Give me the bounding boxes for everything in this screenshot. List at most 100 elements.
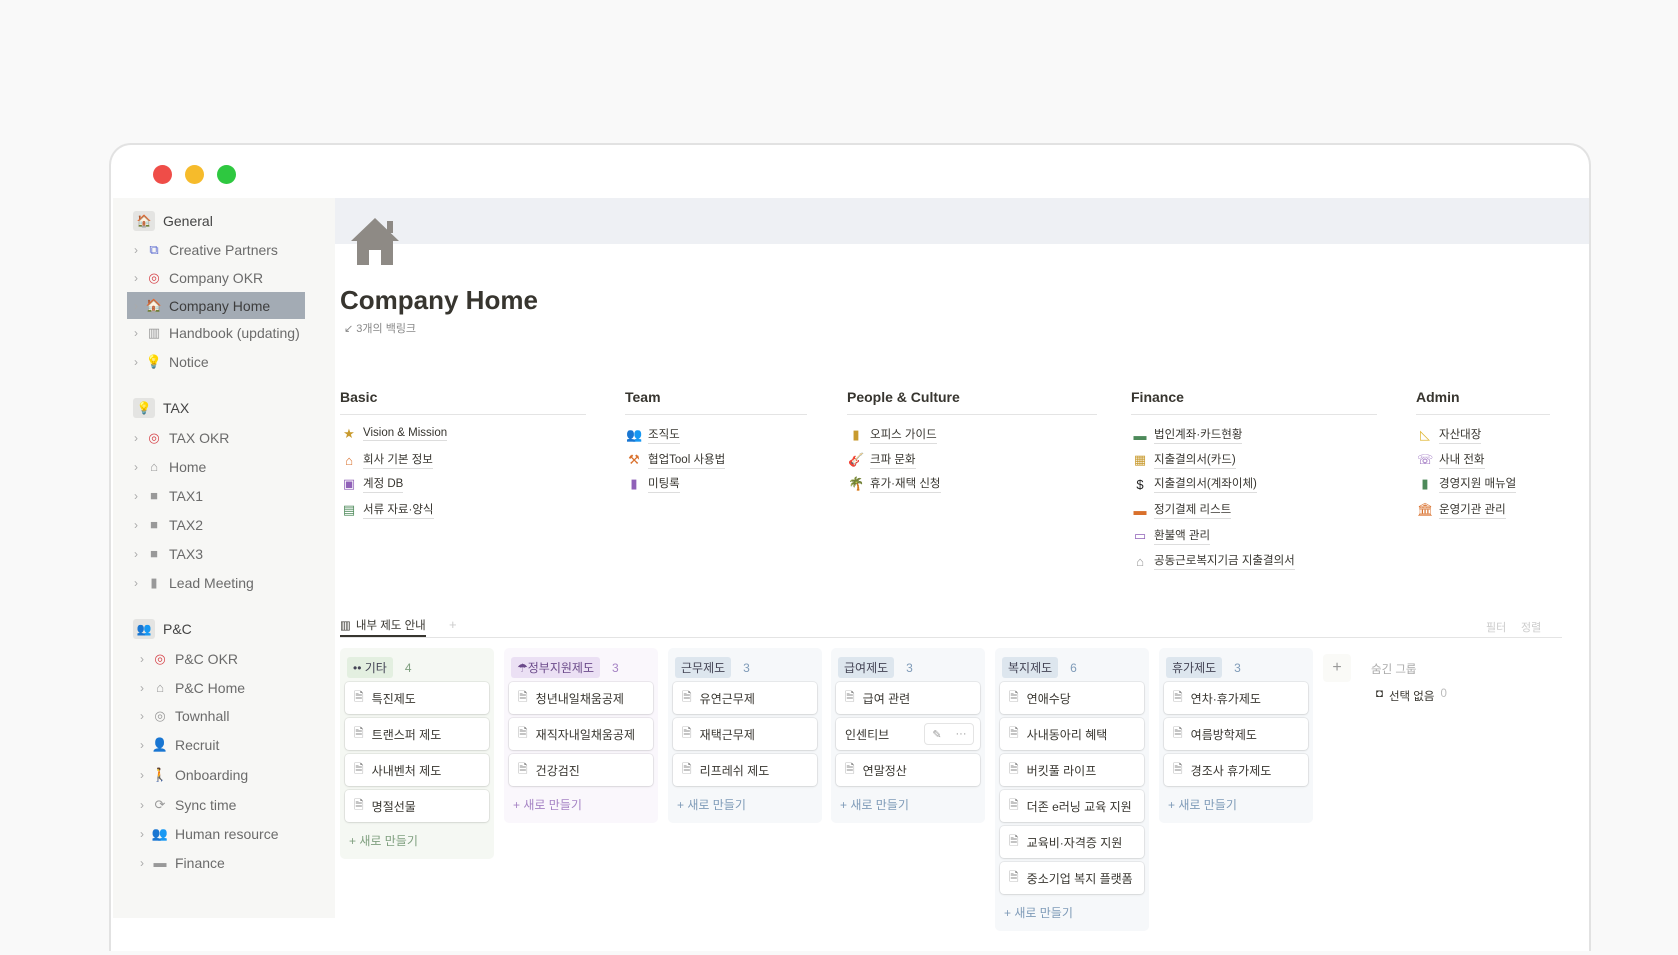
board-card[interactable]: 🗎 더존 e러닝 교육 지원	[1000, 790, 1144, 822]
board-card[interactable]: 🗎 재직자내일채움공제	[509, 718, 653, 750]
sidebar-item-tax3[interactable]: › ■ TAX3	[127, 540, 203, 567]
board-card[interactable]: 🗎 건강검진	[509, 754, 653, 786]
board-card[interactable]: 🗎 연말정산	[836, 754, 980, 786]
add-view-icon[interactable]: +	[449, 617, 457, 632]
chevron-right-icon[interactable]: ›	[140, 855, 144, 870]
chevron-right-icon[interactable]: ›	[134, 298, 138, 313]
board-card[interactable]: 🗎 경조사 휴가제도	[1164, 754, 1308, 786]
page-link[interactable]: ⚒ 협업Tool 사용법	[626, 451, 726, 469]
board-card[interactable]: 인센티브 ✎ ···	[836, 718, 980, 750]
board-card[interactable]: 🗎 버킷풀 라이프	[1000, 754, 1144, 786]
board-card[interactable]: 🗎 트랜스퍼 제도	[345, 718, 489, 750]
page-link[interactable]: ▬ 정기결제 리스트	[1132, 501, 1232, 519]
page-link[interactable]: ★ Vision & Mission	[341, 426, 448, 442]
sidebar-section-tax[interactable]: 💡 TAX	[133, 394, 189, 421]
board-card[interactable]: 🗎 여름방학제도	[1164, 718, 1308, 750]
add-group-button[interactable]: +	[1323, 654, 1351, 682]
close-window-button[interactable]	[153, 165, 172, 184]
page-link[interactable]: ▦ 지출결의서(카드)	[1132, 451, 1236, 469]
group-tag[interactable]: 휴가제도	[1166, 657, 1223, 678]
new-card-button[interactable]: + 새로 만들기	[1168, 798, 1237, 812]
chevron-right-icon[interactable]: ›	[134, 517, 138, 532]
chevron-right-icon[interactable]: ›	[134, 546, 138, 561]
chevron-right-icon[interactable]: ›	[140, 651, 144, 666]
page-link[interactable]: ▤ 서류 자료·양식	[341, 501, 434, 519]
page-link[interactable]: 🏛 운영기관 관리	[1417, 501, 1506, 519]
page-link[interactable]: ▣ 계정 DB	[341, 475, 404, 493]
page-link[interactable]: ◺ 자산대장	[1417, 426, 1482, 444]
board-card[interactable]: 🗎 급여 관련	[836, 682, 980, 714]
board-card[interactable]: 🗎 명절선물	[345, 790, 489, 822]
chevron-right-icon[interactable]: ›	[134, 575, 138, 590]
board-card[interactable]: 🗎 특진제도	[345, 682, 489, 714]
page-link[interactable]: ▮ 미팅록	[626, 475, 680, 493]
sidebar-section-general[interactable]: 🏠 General	[133, 207, 213, 234]
new-card-button[interactable]: + 새로 만들기	[513, 798, 582, 812]
sidebar-item-p-c-okr[interactable]: › ◎ P&C OKR	[133, 645, 238, 672]
sidebar-item-human-resource[interactable]: › 👥 Human resource	[133, 820, 279, 847]
sidebar-item-recruit[interactable]: › 👤 Recruit	[133, 731, 219, 758]
group-tag[interactable]: 근무제도	[675, 657, 732, 678]
page-link[interactable]: ☏ 사내 전화	[1417, 451, 1485, 469]
edit-icon[interactable]: ✎	[932, 728, 942, 741]
chevron-right-icon[interactable]: ›	[134, 325, 138, 340]
chevron-right-icon[interactable]: ›	[134, 488, 138, 503]
chevron-right-icon[interactable]: ›	[140, 826, 144, 841]
chevron-right-icon[interactable]: ›	[140, 767, 144, 782]
sidebar-item-townhall[interactable]: › ◎ Townhall	[133, 702, 229, 729]
page-link[interactable]: 👥 조직도	[626, 426, 680, 444]
chevron-right-icon[interactable]: ›	[140, 797, 144, 812]
sidebar-item-tax-okr[interactable]: › ◎ TAX OKR	[127, 424, 229, 451]
chevron-right-icon[interactable]: ›	[140, 680, 144, 695]
board-card[interactable]: 🗎 유연근무제	[673, 682, 817, 714]
group-tag[interactable]: 급여제도	[838, 657, 895, 678]
board-card[interactable]: 🗎 사내벤처 제도	[345, 754, 489, 786]
page-link[interactable]: ▮ 오피스 가이드	[848, 426, 937, 444]
group-tag[interactable]: 복지제도	[1002, 657, 1059, 678]
sort-button[interactable]: 정렬	[1521, 622, 1542, 634]
board-card[interactable]: 🗎 재택근무제	[673, 718, 817, 750]
backlinks[interactable]: ↙ 3개의 백링크	[344, 320, 416, 336]
chevron-right-icon[interactable]: ›	[134, 242, 138, 257]
hidden-group-item[interactable]: ◘ 선택 없음 0	[1376, 688, 1447, 704]
chevron-right-icon[interactable]: ›	[134, 270, 138, 285]
new-card-button[interactable]: + 새로 만들기	[840, 798, 909, 812]
board-card[interactable]: 🗎 사내동아리 혜택	[1000, 718, 1144, 750]
sidebar-item-notice[interactable]: › 💡 Notice	[127, 348, 209, 375]
sidebar-section-p-c[interactable]: 👥 P&C	[133, 615, 192, 642]
sidebar-item-finance[interactable]: › ▬ Finance	[133, 849, 225, 876]
filter-button[interactable]: 필터	[1486, 622, 1507, 634]
board-view-tab[interactable]: ▥ 내부 제도 안내	[340, 615, 426, 637]
new-card-button[interactable]: + 새로 만들기	[349, 834, 418, 848]
sidebar-item-home[interactable]: › ⌂ Home	[127, 453, 206, 480]
sidebar-item-company-okr[interactable]: › ◎ Company OKR	[127, 264, 263, 291]
page-link[interactable]: ▬ 법인계좌·카드현황	[1132, 426, 1243, 444]
page-link[interactable]: $ 지출결의서(계좌이체)	[1132, 475, 1257, 493]
chevron-right-icon[interactable]: ›	[134, 430, 138, 445]
sidebar-item-tax1[interactable]: › ■ TAX1	[127, 482, 203, 509]
house-icon[interactable]	[348, 215, 402, 267]
board-card[interactable]: 🗎 연차·휴가제도	[1164, 682, 1308, 714]
group-tag[interactable]: ☂정부지원제도	[511, 657, 600, 678]
page-link[interactable]: ▭ 환불액 관리	[1132, 527, 1211, 545]
sidebar-item-creative-partners[interactable]: › ⧉ Creative Partners	[127, 236, 278, 263]
page-link[interactable]: 🎸 크파 문화	[848, 451, 916, 469]
board-card[interactable]: 🗎 연애수당	[1000, 682, 1144, 714]
sidebar-item-company-home[interactable]: › 🏠 Company Home	[127, 292, 305, 319]
minimize-window-button[interactable]	[185, 165, 204, 184]
sidebar-item-handbook-updating-[interactable]: › ▥ Handbook (updating)	[127, 319, 300, 346]
chevron-right-icon[interactable]: ›	[140, 737, 144, 752]
sidebar-item-lead-meeting[interactable]: › ▮ Lead Meeting	[127, 569, 254, 596]
sidebar-item-onboarding[interactable]: › 🚶 Onboarding	[133, 761, 248, 788]
chevron-right-icon[interactable]: ›	[134, 459, 138, 474]
page-link[interactable]: ⌂ 회사 기본 정보	[341, 451, 433, 469]
chevron-right-icon[interactable]: ›	[140, 708, 144, 723]
group-tag[interactable]: •• 기타	[347, 657, 393, 678]
sidebar-item-sync-time[interactable]: › ⟳ Sync time	[133, 791, 236, 818]
chevron-right-icon[interactable]: ›	[134, 354, 138, 369]
new-card-button[interactable]: + 새로 만들기	[677, 798, 746, 812]
more-icon[interactable]: ···	[955, 728, 967, 740]
sidebar-item-p-c-home[interactable]: › ⌂ P&C Home	[133, 674, 245, 701]
board-card[interactable]: 🗎 중소기업 복지 플랫폼	[1000, 862, 1144, 894]
board-card[interactable]: 🗎 리프레쉬 제도	[673, 754, 817, 786]
